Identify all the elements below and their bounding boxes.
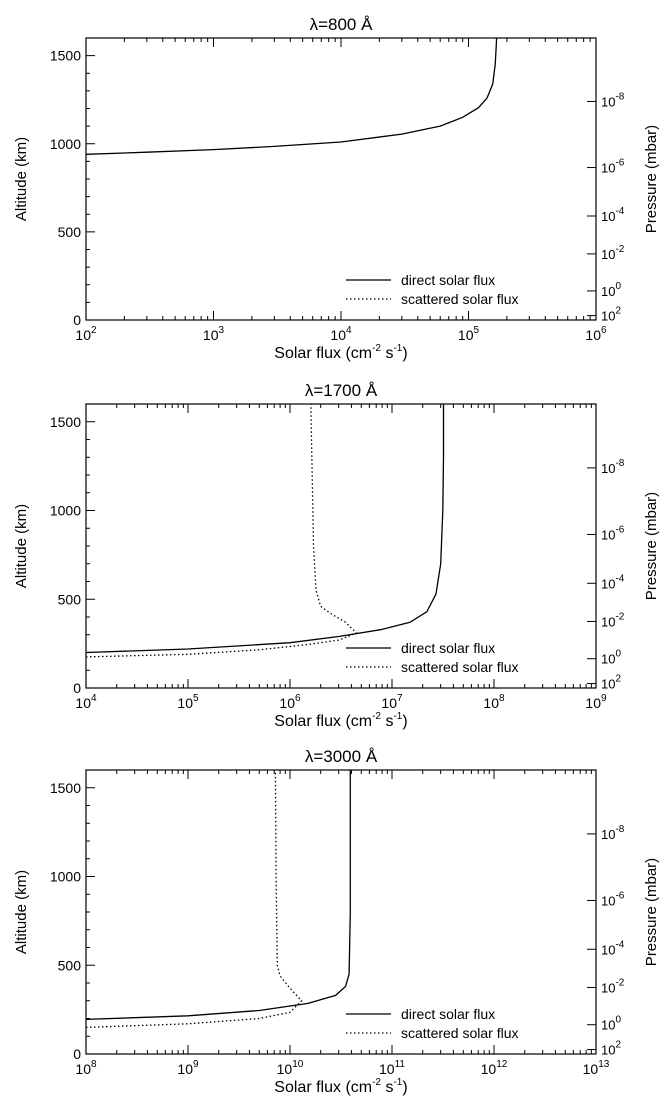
x-tick-label: 102 bbox=[75, 325, 97, 343]
chart-panel-1: λ=800 Å 102 103 104 105 106 Solar flux (cm-2 s… bbox=[13, 15, 660, 362]
x-tick-label: 1013 bbox=[583, 1059, 610, 1077]
legend-label: direct solar flux bbox=[401, 640, 495, 656]
y2-tick-label: 10-6 bbox=[601, 890, 625, 908]
y2-tick-label: 102 bbox=[601, 1040, 621, 1058]
y2-tick-label: 10-6 bbox=[601, 158, 625, 176]
x-axis-label: Solar flux (cm-2 s-1) bbox=[274, 343, 407, 362]
y-tick-label: 1000 bbox=[50, 869, 81, 885]
x-tick-label: 105 bbox=[458, 325, 480, 343]
y-tick-label: 1000 bbox=[50, 136, 81, 152]
y-tick-label: 1500 bbox=[50, 780, 81, 796]
y-tick-label: 1500 bbox=[50, 414, 81, 430]
scattered-flux-line bbox=[85, 769, 303, 1029]
y-tick-label: 500 bbox=[58, 591, 82, 607]
x-tick-label: 1010 bbox=[277, 1059, 304, 1077]
direct-flux-line bbox=[85, 404, 445, 654]
x-tick-label: 105 bbox=[177, 693, 199, 711]
x-tick-label: 109 bbox=[585, 693, 607, 711]
chart-title: λ=3000 Å bbox=[305, 747, 378, 766]
y2-tick-label: 10-2 bbox=[601, 977, 625, 995]
x-tick-label: 107 bbox=[381, 693, 403, 711]
y-axis-label: Altitude (km) bbox=[13, 870, 30, 954]
legend-label: scattered solar flux bbox=[401, 659, 519, 675]
y2-tick-label: 10-4 bbox=[601, 573, 625, 591]
y2-tick-label: 10-6 bbox=[601, 524, 625, 542]
y2-axis-label: Pressure (mbar) bbox=[643, 125, 660, 233]
y-axis-label: Altitude (km) bbox=[13, 504, 30, 588]
x-tick-label: 106 bbox=[279, 693, 301, 711]
y-tick-label: 1000 bbox=[50, 503, 81, 519]
y2-tick-label: 10-4 bbox=[601, 206, 625, 224]
y2-axis-label: Pressure (mbar) bbox=[643, 858, 660, 966]
y2-tick-label: 10-2 bbox=[601, 611, 625, 629]
plot-frame bbox=[85, 769, 597, 1055]
y-tick-label: 0 bbox=[73, 1046, 81, 1062]
x-tick-label: 109 bbox=[177, 1059, 199, 1077]
y2-tick-label: 100 bbox=[601, 649, 621, 667]
x-tick-label: 104 bbox=[75, 693, 97, 711]
direct-flux-line bbox=[85, 37, 498, 155]
plot-frame bbox=[85, 403, 597, 689]
y2-axis-label: Pressure (mbar) bbox=[643, 492, 660, 600]
legend-label: scattered solar flux bbox=[401, 1025, 519, 1041]
y2-tick-label: 10-2 bbox=[601, 244, 625, 262]
y-tick-label: 500 bbox=[58, 224, 82, 240]
y-tick-label: 1500 bbox=[50, 48, 81, 64]
chart-title: λ=800 Å bbox=[310, 15, 374, 34]
y2-tick-label: 10-8 bbox=[601, 91, 625, 109]
y2-tick-label: 10-8 bbox=[601, 824, 625, 842]
y2-tick-label: 100 bbox=[601, 1015, 621, 1033]
scattered-flux-line bbox=[85, 403, 358, 658]
x-tick-label: 108 bbox=[483, 693, 505, 711]
y2-tick-label: 100 bbox=[601, 281, 621, 299]
legend-label: direct solar flux bbox=[401, 272, 495, 288]
chart-panel-2: λ=1700 Å 104 105 106 107 108 109 Solar flux (cm… bbox=[13, 381, 660, 730]
chart-panel-3: λ=3000 Å 108 109 1010 1011 1012 1013 Solar flux… bbox=[13, 747, 660, 1096]
x-tick-label: 1011 bbox=[379, 1059, 405, 1077]
x-tick-label: 103 bbox=[203, 325, 225, 343]
x-axis-label: Solar flux (cm-2 s-1) bbox=[274, 711, 407, 730]
y2-tick-label: 10-8 bbox=[601, 458, 625, 476]
y2-tick-label: 10-4 bbox=[601, 939, 625, 957]
y-tick-label: 0 bbox=[73, 312, 81, 328]
legend-label: scattered solar flux bbox=[401, 291, 519, 307]
x-tick-label: 108 bbox=[75, 1059, 97, 1077]
y-tick-label: 500 bbox=[58, 957, 82, 973]
y2-tick-label: 102 bbox=[601, 674, 621, 692]
chart-title: λ=1700 Å bbox=[305, 381, 378, 400]
legend-label: direct solar flux bbox=[401, 1006, 495, 1022]
x-tick-label: 1012 bbox=[481, 1059, 508, 1077]
y2-tick-label: 102 bbox=[601, 306, 621, 324]
x-tick-label: 106 bbox=[585, 325, 607, 343]
y-tick-label: 0 bbox=[73, 680, 81, 696]
direct-flux-line bbox=[85, 770, 351, 1021]
x-tick-label: 104 bbox=[330, 325, 352, 343]
plot-frame bbox=[85, 37, 597, 321]
x-axis-label: Solar flux (cm-2 s-1) bbox=[274, 1077, 407, 1096]
y-axis-label: Altitude (km) bbox=[13, 137, 30, 221]
